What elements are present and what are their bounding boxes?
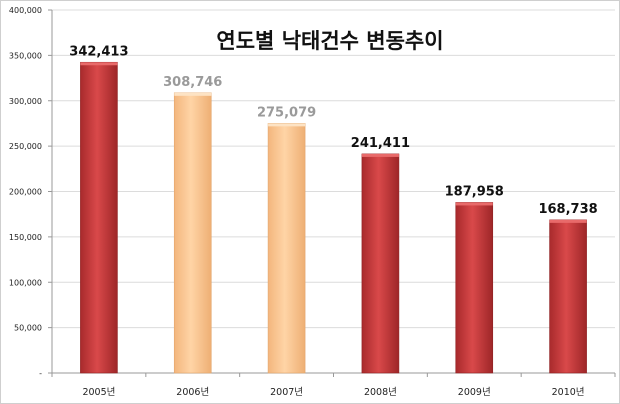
bar-top-highlight bbox=[268, 123, 306, 127]
x-tick-label: 2006년 bbox=[176, 387, 209, 398]
bar-top-highlight bbox=[361, 153, 399, 157]
data-label: 168,738 bbox=[538, 202, 597, 217]
data-label: 308,746 bbox=[163, 75, 222, 90]
bar-top-highlight bbox=[549, 219, 587, 223]
y-tick-label: 100,000 bbox=[9, 278, 42, 287]
x-tick-label: 2010년 bbox=[552, 387, 585, 398]
bar-top-highlight bbox=[455, 202, 493, 206]
x-tick-label: 2007년 bbox=[270, 387, 303, 398]
y-tick-label: 150,000 bbox=[9, 233, 42, 242]
y-tick-label: 400,000 bbox=[9, 6, 42, 15]
data-label: 275,079 bbox=[257, 105, 316, 120]
y-tick-label: 200,000 bbox=[9, 188, 42, 197]
bar-2009년 bbox=[455, 202, 494, 374]
bar-2010년 bbox=[549, 219, 587, 374]
y-tick-label: 300,000 bbox=[9, 97, 42, 106]
y-tick-label: 250,000 bbox=[9, 142, 42, 151]
bar-2005년 bbox=[80, 61, 118, 374]
data-label: 187,958 bbox=[445, 184, 504, 199]
data-label: 342,413 bbox=[69, 44, 128, 59]
x-tick-label: 2005년 bbox=[82, 387, 115, 398]
bar-2008년 bbox=[361, 153, 400, 374]
data-label: 241,411 bbox=[351, 136, 410, 151]
bar-2006년 bbox=[173, 92, 212, 374]
x-tick-label: 2009년 bbox=[458, 387, 491, 398]
y-tick-label: - bbox=[39, 369, 42, 378]
y-tick-label: 50,000 bbox=[14, 324, 42, 333]
bar-top-highlight bbox=[174, 92, 212, 96]
bar-2007년 bbox=[267, 123, 306, 374]
x-tick-label: 2008년 bbox=[364, 387, 397, 398]
chart-title: 연도별 낙태건수 변동추이 bbox=[216, 29, 443, 53]
bar-top-highlight bbox=[80, 62, 118, 66]
y-tick-label: 350,000 bbox=[9, 51, 42, 60]
